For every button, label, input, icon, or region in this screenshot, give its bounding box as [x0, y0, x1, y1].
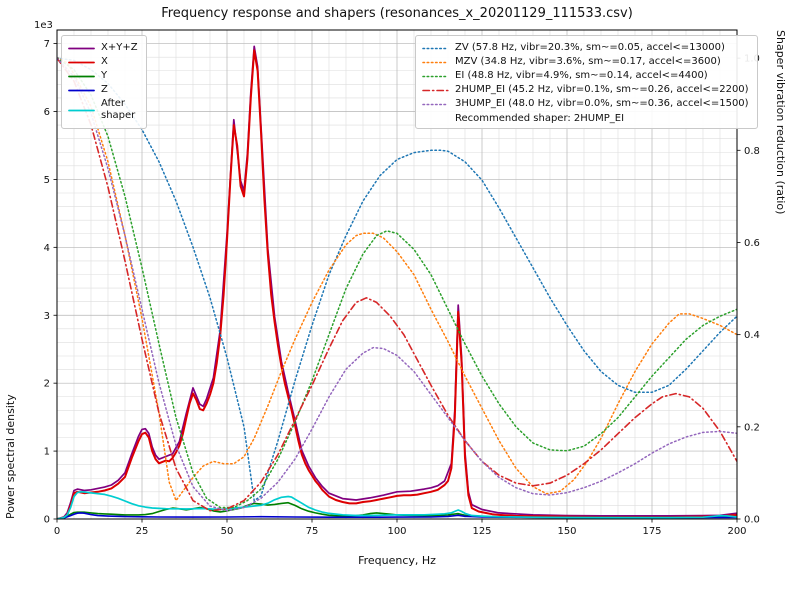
legend-item: EI (48.8 Hz, vibr=4.9%, sm~=0.14, accel<…	[422, 70, 749, 82]
legend-item: MZV (34.8 Hz, vibr=3.6%, sm~=0.17, accel…	[422, 56, 749, 68]
legend-line-sample	[68, 47, 95, 49]
legend-line-sample	[68, 89, 95, 91]
y-axis-offset-text: 1e3	[34, 20, 53, 31]
series-After-shaper	[57, 490, 737, 519]
series-Z	[57, 512, 737, 519]
tick-labels: 0 25 50 75 100 125 150 175 200 0 1 2 3 4 5 6 7 0.0 0.2 0.4 0…	[44, 39, 760, 537]
legend-item: X	[68, 56, 138, 68]
legend-item-label: 3HUMP_EI (48.0 Hz, vibr=0.0%, sm~=0.36, …	[455, 98, 749, 109]
legend-item-label: After shaper	[101, 98, 136, 121]
svg-text:3: 3	[44, 311, 50, 322]
svg-text:0.0: 0.0	[744, 515, 760, 526]
legend-line-sample	[422, 75, 449, 77]
svg-text:0.2: 0.2	[744, 422, 760, 433]
legend-shapers: ZV (57.8 Hz, vibr=20.3%, sm~=0.05, accel…	[415, 35, 758, 129]
legend-item-label: X	[101, 56, 108, 67]
tick-marks	[53, 43, 741, 523]
svg-text:5: 5	[44, 175, 50, 186]
legend-line-sample	[422, 61, 449, 63]
series-Y	[57, 501, 737, 519]
svg-text:4: 4	[44, 243, 50, 254]
legend-line-sample	[422, 89, 449, 91]
svg-text:0.8: 0.8	[744, 146, 760, 157]
x-axis-label: Frequency, Hz	[358, 554, 436, 567]
legend-item: After shaper	[68, 98, 138, 122]
svg-text:200: 200	[727, 526, 746, 537]
legend-item-label: Y	[101, 70, 108, 81]
legend-item-label: 2HUMP_EI (45.2 Hz, vibr=0.1%, sm~=0.26, …	[455, 84, 749, 95]
svg-text:175: 175	[642, 526, 661, 537]
series-X	[57, 49, 737, 519]
legend-item-label: ZV (57.8 Hz, vibr=20.3%, sm~=0.05, accel…	[455, 42, 725, 53]
series-shaper-ZV	[57, 57, 737, 502]
svg-text:2: 2	[44, 379, 50, 390]
legend-item: X+Y+Z	[68, 42, 138, 54]
y-axis-label-left: Power spectral density	[4, 394, 17, 519]
svg-text:25: 25	[136, 526, 149, 537]
legend-item: 2HUMP_EI (45.2 Hz, vibr=0.1%, sm~=0.26, …	[422, 84, 749, 96]
legend-item: ZV (57.8 Hz, vibr=20.3%, sm~=0.05, accel…	[422, 42, 749, 54]
svg-text:150: 150	[557, 526, 576, 537]
svg-text:6: 6	[44, 107, 50, 118]
legend-item: Z	[68, 84, 138, 96]
legend-line-sample	[68, 75, 95, 77]
svg-text:0: 0	[54, 526, 60, 537]
svg-text:7: 7	[44, 39, 50, 50]
series-group	[57, 45, 737, 519]
svg-text:0: 0	[44, 515, 50, 526]
legend-line-sample	[68, 61, 95, 63]
legend-line-sample	[422, 103, 449, 105]
svg-text:125: 125	[472, 526, 491, 537]
svg-text:75: 75	[306, 526, 319, 537]
chart-title: Frequency response and shapers (resonanc…	[161, 6, 633, 21]
recommended-shaper-note: Recommended shaper: 2HUMP_EI	[455, 113, 625, 124]
legend-item-label: EI (48.8 Hz, vibr=4.9%, sm~=0.14, accel<…	[455, 70, 708, 81]
legend-item-label: X+Y+Z	[101, 42, 138, 53]
series-shaper-3HUMP_EI	[57, 57, 737, 512]
legend-item: 3HUMP_EI (48.0 Hz, vibr=0.0%, sm~=0.36, …	[422, 98, 749, 110]
svg-text:0.6: 0.6	[744, 238, 760, 249]
y-axis-label-right: Shaper vibration reduction (ratio)	[774, 30, 787, 215]
svg-text:50: 50	[221, 526, 234, 537]
svg-text:1: 1	[44, 447, 50, 458]
series-shaper-2HUMP_EI	[57, 57, 737, 512]
svg-text:0.4: 0.4	[744, 330, 760, 341]
legend-item-label: Z	[101, 84, 108, 95]
series-shaper-MZV	[57, 57, 737, 502]
legend-item-label: MZV (34.8 Hz, vibr=3.6%, sm~=0.17, accel…	[455, 56, 721, 67]
series-shaper-EI	[57, 57, 737, 509]
legend-line-sample	[422, 47, 449, 49]
legend-line-sample	[68, 109, 95, 111]
legend-psd: X+Y+Z X Y Z After shaper	[61, 35, 147, 129]
svg-text:100: 100	[387, 526, 406, 537]
legend-item: Y	[68, 70, 138, 82]
